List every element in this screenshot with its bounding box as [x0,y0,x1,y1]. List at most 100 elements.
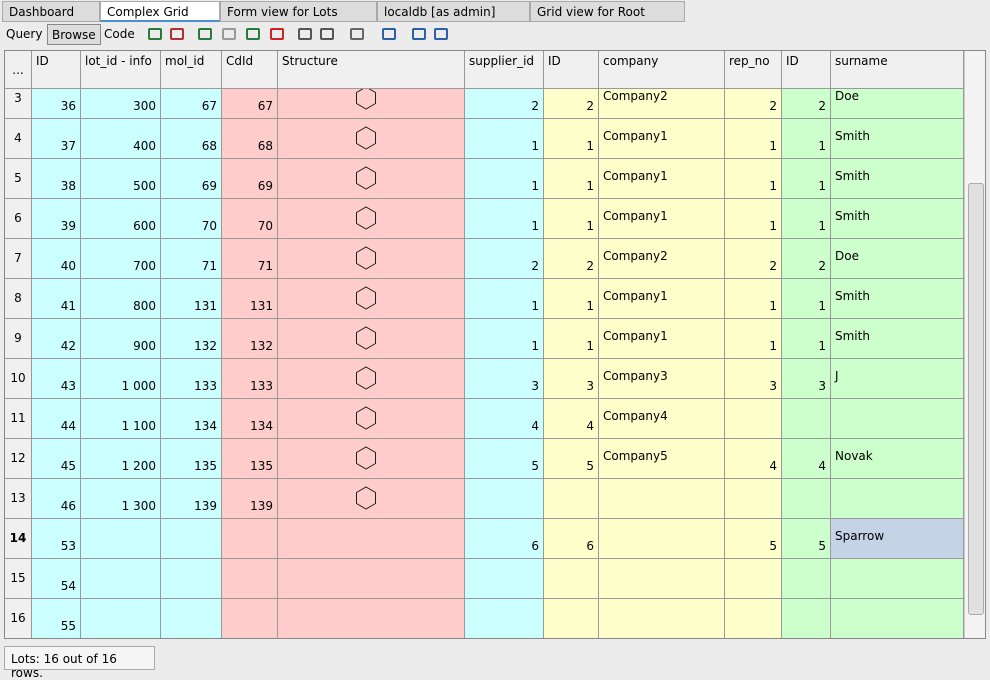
cell[interactable]: 40 [32,239,81,279]
cell[interactable]: 69 [161,159,222,199]
toolbar-icon[interactable] [298,28,312,40]
cell[interactable] [725,479,782,519]
cell[interactable] [81,559,161,599]
cell[interactable] [465,559,544,599]
cell[interactable] [161,519,222,559]
cell[interactable]: 132 [161,319,222,359]
cell[interactable] [81,599,161,638]
cell[interactable] [599,519,725,559]
cell[interactable] [465,599,544,638]
cell[interactable]: Smith [831,119,964,159]
cell[interactable]: 3 [782,359,831,399]
cell[interactable]: 400 [81,119,161,159]
cell[interactable]: 55 [32,599,81,638]
cell[interactable] [161,599,222,638]
cell[interactable] [725,559,782,599]
toolbar-icon[interactable] [434,28,448,40]
cell[interactable]: 1 [782,319,831,359]
cell[interactable]: Doe [831,239,964,279]
cell[interactable]: 1 200 [81,439,161,479]
cell[interactable]: 133 [222,359,278,399]
row-number[interactable]: 4 [5,119,32,159]
cell[interactable]: 6 [465,519,544,559]
cell[interactable]: 1 [544,319,599,359]
cell[interactable] [782,399,831,439]
cell[interactable]: 1 [465,159,544,199]
cell[interactable]: 71 [161,239,222,279]
cell[interactable] [831,599,964,638]
code-button[interactable]: Code [104,27,135,41]
cell[interactable]: 1 [544,279,599,319]
toolbar-icon[interactable] [320,28,334,40]
cell[interactable]: 6 [544,519,599,559]
tab[interactable]: Complex Grid [100,1,220,22]
cell[interactable]: 1 [544,159,599,199]
cell[interactable]: 1 [465,119,544,159]
cell[interactable] [782,479,831,519]
cell[interactable] [222,519,278,559]
cell[interactable]: 1 [544,199,599,239]
cell[interactable]: 134 [222,399,278,439]
cell[interactable]: 131 [161,279,222,319]
cell[interactable]: 54 [32,559,81,599]
cell[interactable] [161,559,222,599]
cell[interactable]: Company2 [599,239,725,279]
toolbar-icon[interactable] [222,28,236,40]
cell[interactable]: 70 [222,199,278,239]
tab[interactable]: Form view for Lots [220,1,377,22]
cell[interactable] [831,559,964,599]
cell[interactable]: 3 [544,359,599,399]
cell[interactable]: 300 [81,89,161,119]
query-button[interactable]: Query [6,27,43,41]
cell[interactable]: Company2 [599,89,725,119]
cell[interactable] [544,559,599,599]
cell[interactable]: 800 [81,279,161,319]
cell[interactable] [81,519,161,559]
cell[interactable] [544,599,599,638]
cell[interactable]: 68 [161,119,222,159]
cell[interactable]: Company4 [599,399,725,439]
cell[interactable]: Company5 [599,439,725,479]
cell[interactable]: Company1 [599,319,725,359]
cell[interactable]: 1 [782,119,831,159]
cell[interactable]: 700 [81,239,161,279]
cell[interactable]: Smith [831,159,964,199]
cell[interactable]: 67 [161,89,222,119]
cell[interactable]: 2 [725,89,782,119]
cell[interactable]: Doe [831,89,964,119]
cell[interactable]: 2 [782,239,831,279]
cell[interactable]: 5 [782,519,831,559]
cell[interactable] [222,559,278,599]
cell[interactable]: 1 [465,319,544,359]
tab[interactable]: localdb [as admin] [377,1,530,22]
cell[interactable]: 4 [782,439,831,479]
cell[interactable]: 1 100 [81,399,161,439]
toolbar-icon[interactable] [246,28,260,40]
cell[interactable] [599,599,725,638]
cell[interactable]: 2 [465,239,544,279]
cell[interactable]: 600 [81,199,161,239]
cell[interactable]: 135 [222,439,278,479]
cell[interactable] [222,599,278,638]
cell[interactable]: 43 [32,359,81,399]
cell[interactable] [544,479,599,519]
cell[interactable]: 69 [222,159,278,199]
cell[interactable]: 37 [32,119,81,159]
cell[interactable] [599,479,725,519]
cell[interactable]: Sparrow [831,519,964,559]
row-number[interactable]: 9 [5,319,32,359]
toolbar-icon[interactable] [270,28,284,40]
row-number[interactable]: 13 [5,479,32,519]
cell[interactable]: 42 [32,319,81,359]
cell[interactable]: 1 [725,279,782,319]
column-header[interactable]: ID [544,51,599,89]
column-header[interactable]: ID [782,51,831,89]
tab[interactable]: Grid view for Root [530,1,685,22]
cell[interactable]: 139 [222,479,278,519]
cell[interactable]: 1 [725,199,782,239]
toolbar-icon[interactable] [350,28,364,40]
cell[interactable]: 44 [32,399,81,439]
row-number[interactable]: 7 [5,239,32,279]
cell[interactable]: 131 [222,279,278,319]
cell[interactable]: Company1 [599,199,725,239]
